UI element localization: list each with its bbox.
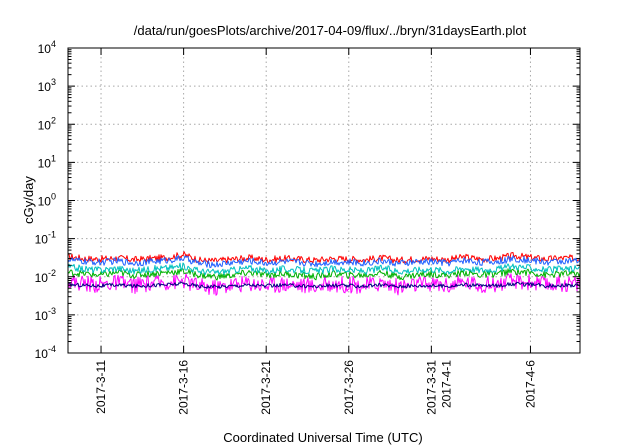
y-axis: 10-4 10-3 10-2 10-1 100 101 102 103 104 bbox=[35, 39, 580, 361]
series-line bbox=[67, 267, 581, 281]
x-axis-title: Coordinated Universal Time (UTC) bbox=[223, 430, 422, 445]
y-tick-label: 10-2 bbox=[35, 268, 56, 285]
x-axis: 2017-3-11 2017-3-16 2017-3-21 2017-3-26 2017… bbox=[94, 48, 537, 415]
series-line bbox=[67, 251, 581, 265]
y-tick-label: 100 bbox=[38, 192, 56, 209]
x-tick-label: 2017-3-31 bbox=[424, 360, 438, 415]
y-tick-label: 101 bbox=[38, 153, 56, 170]
grid-lines bbox=[68, 48, 580, 353]
x-tick-label: 2017-3-26 bbox=[342, 360, 356, 415]
series-line bbox=[67, 255, 581, 269]
x-tick-label: 2017-4-1 bbox=[439, 360, 453, 408]
series-line bbox=[67, 281, 581, 289]
y-tick-label: 10-1 bbox=[35, 230, 56, 247]
x-tick-label: 2017-3-11 bbox=[94, 360, 108, 414]
chart-title: /data/run/goesPlots/archive/2017-04-09/f… bbox=[134, 23, 527, 38]
series-layer bbox=[67, 251, 581, 296]
y-tick-label: 10-3 bbox=[35, 306, 56, 323]
x-tick-label: 2017-4-6 bbox=[523, 360, 537, 408]
x-tick-label: 2017-3-16 bbox=[177, 360, 191, 415]
y-tick-label: 104 bbox=[38, 39, 56, 56]
y-tick-label: 102 bbox=[38, 115, 56, 132]
y-tick-label: 103 bbox=[38, 77, 56, 94]
series-line bbox=[67, 262, 580, 276]
x-tick-label: 2017-3-21 bbox=[259, 360, 273, 415]
y-tick-label: 10-4 bbox=[35, 344, 56, 361]
y-axis-title: cGy/day bbox=[21, 176, 36, 224]
